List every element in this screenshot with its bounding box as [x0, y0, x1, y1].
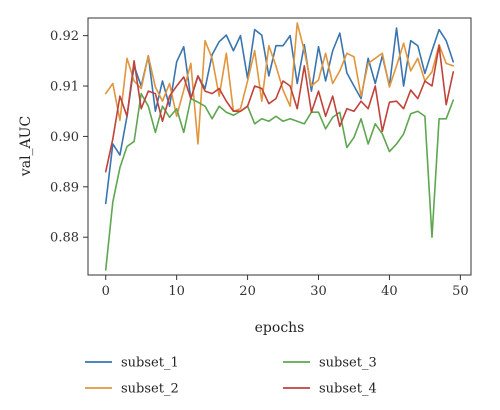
legend-item-subset-3: subset_3 [283, 356, 377, 371]
x-axis-label: epochs [255, 320, 305, 336]
series-line-subset-2 [104, 22, 455, 145]
x-axis: 0 10 20 30 40 50 [102, 275, 469, 299]
y-axis-label: val_AUC [18, 116, 34, 177]
x-tick-label: 50 [452, 284, 469, 299]
y-tick-label: 0.92 [50, 29, 79, 44]
y-tick-label: 0.88 [50, 231, 79, 246]
series-layer [104, 22, 455, 271]
legend-item-subset-1: subset_1 [85, 356, 179, 371]
legend-item-subset-4: subset_4 [283, 382, 377, 397]
x-tick-label: 10 [168, 284, 185, 299]
plot-frame [87, 17, 472, 276]
legend-label: subset_2 [121, 382, 179, 397]
x-tick-label: 20 [239, 284, 256, 299]
y-tick-label: 0.89 [50, 180, 79, 195]
x-tick-label: 0 [102, 284, 110, 299]
x-tick-label: 40 [381, 284, 398, 299]
legend: subset_1 subset_2 subset_3 subset_4 [85, 356, 377, 397]
y-axis: 0.88 0.89 0.90 0.91 0.92 [50, 29, 88, 246]
series-line-subset-3 [104, 92, 455, 271]
legend-label: subset_4 [319, 382, 377, 397]
series-line-subset-4 [104, 44, 455, 173]
series-line-subset-1 [104, 27, 455, 205]
legend-item-subset-2: subset_2 [85, 382, 179, 397]
legend-label: subset_3 [319, 356, 377, 371]
y-tick-label: 0.91 [50, 80, 79, 95]
y-tick-label: 0.90 [50, 130, 79, 145]
x-tick-label: 30 [310, 284, 327, 299]
plot-area [87, 17, 472, 276]
legend-label: subset_1 [121, 356, 179, 371]
